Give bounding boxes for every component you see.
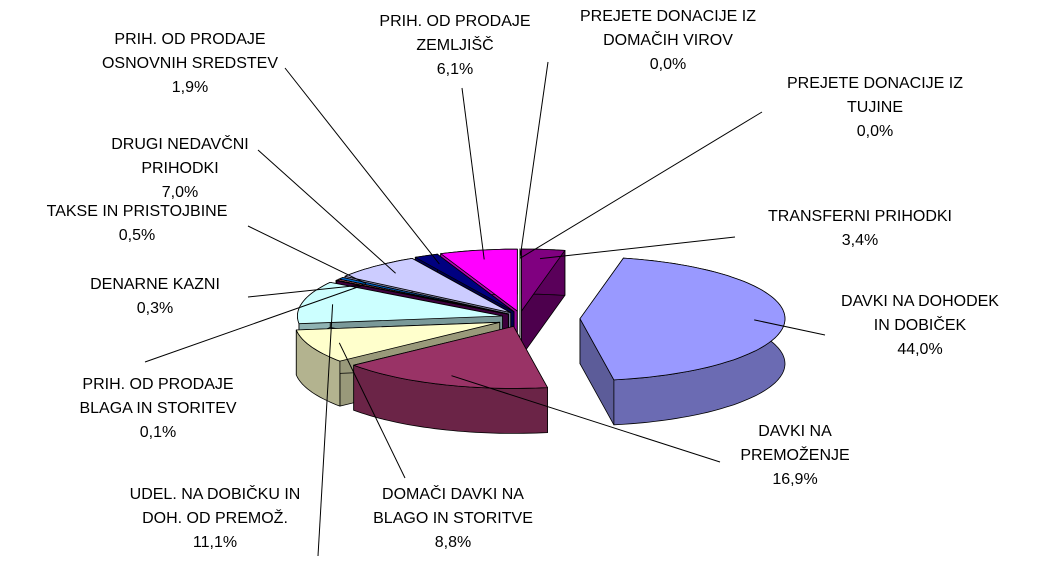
pie-slice	[579, 257, 786, 426]
slice-top	[295, 321, 501, 362]
label-value: 3,4%	[841, 232, 879, 249]
label-name: TRANSFERNI PRIHODKI	[767, 208, 952, 225]
leader-line	[144, 285, 363, 363]
slice-label: DAVKI NA PREMOŽENJE 16,9%	[720, 420, 870, 492]
leader-line	[338, 342, 406, 479]
slice-label: PREJETE DONACIJE IZ DOMAČIH VIROV 0,0%	[568, 5, 768, 77]
slice-label: DAVKI NA DOHODEK IN DOBIČEK 44,0%	[835, 290, 1005, 362]
leader-line	[461, 87, 485, 260]
leader-line	[519, 111, 763, 259]
label-name: PRIH. OD PRODAJE ZEMLJIŠČ	[379, 13, 531, 54]
slice-top	[579, 257, 786, 381]
label-name: DRUGI NEDAVČNI PRIHODKI	[111, 136, 249, 177]
label-value: 0,5%	[118, 227, 156, 244]
label-value: 16,9%	[772, 471, 818, 488]
label-value: 0,0%	[856, 123, 894, 140]
label-name: DAVKI NA PREMOŽENJE	[740, 423, 850, 464]
label-name: UDEL. NA DOBIČKU IN DOH. OD PREMOŽ.	[129, 486, 301, 527]
leader-line	[754, 319, 826, 336]
label-value: 11,1%	[192, 534, 238, 551]
slice-label: DOMAČI DAVKI NA BLAGO IN STORITVE 8,8%	[363, 483, 543, 555]
slice-label: PRIH. OD PRODAJE BLAGA IN STORITEV 0,1%	[68, 373, 248, 445]
slice-top	[440, 248, 518, 312]
leader-line	[247, 225, 367, 285]
slice-top	[353, 325, 548, 389]
slice-top	[521, 248, 566, 312]
leader-line	[539, 236, 736, 260]
slice-label: PREJETE DONACIJE IZ TUJINE 0,0%	[775, 72, 975, 144]
label-name: PREJETE DONACIJE IZ TUJINE	[786, 75, 964, 116]
label-name: DAVKI NA DOHODEK IN DOBIČEK	[841, 293, 999, 334]
slice-label: PRIH. OD PRODAJE OSNOVNIH SREDSTEV 1,9%	[100, 28, 280, 100]
slice-label: UDEL. NA DOBIČKU IN DOH. OD PREMOŽ. 11,1%	[120, 483, 310, 555]
slice-label: PRIH. OD PRODAJE ZEMLJIŠČ 6,1%	[375, 10, 535, 82]
leader-line	[247, 284, 364, 298]
slice-label: DENARNE KAZNI 0,3%	[55, 273, 255, 321]
label-value: 44,0%	[897, 341, 943, 358]
slice-top	[344, 257, 512, 314]
label-value: 0,1%	[139, 424, 177, 441]
slice-top	[414, 253, 515, 313]
label-value: 6,1%	[436, 61, 474, 78]
pie-slice	[353, 325, 548, 434]
label-name: TAKSE IN PRISTOJBINE	[46, 203, 228, 220]
label-value: 7,0%	[161, 184, 199, 201]
label-value: 1,9%	[171, 79, 209, 96]
leader-line	[317, 304, 334, 557]
leader-line	[284, 67, 440, 265]
label-name: PREJETE DONACIJE IZ DOMAČIH VIROV	[579, 8, 757, 49]
slice-label: DRUGI NEDAVČNI PRIHODKI 7,0%	[100, 133, 260, 205]
slice-label: TRANSFERNI PRIHODKI 3,4%	[730, 205, 990, 253]
label-name: PRIH. OD PRODAJE OSNOVNIH SREDSTEV	[101, 31, 279, 72]
label-value: 0,3%	[136, 300, 174, 317]
label-name: PRIH. OD PRODAJE BLAGA IN STORITEV	[79, 376, 237, 417]
pie-slice	[521, 248, 566, 357]
leader-line	[519, 61, 549, 259]
label-name: DOMAČI DAVKI NA BLAGO IN STORITVE	[373, 486, 533, 527]
label-value: 8,8%	[434, 534, 472, 551]
leader-line	[451, 375, 721, 463]
slice-top	[335, 279, 509, 315]
label-name: DENARNE KAZNI	[90, 276, 220, 293]
leader-line	[257, 149, 396, 274]
label-value: 0,0%	[649, 56, 687, 73]
slice-top	[297, 281, 503, 325]
slice-label: TAKSE IN PRISTOJBINE 0,5%	[7, 200, 267, 248]
